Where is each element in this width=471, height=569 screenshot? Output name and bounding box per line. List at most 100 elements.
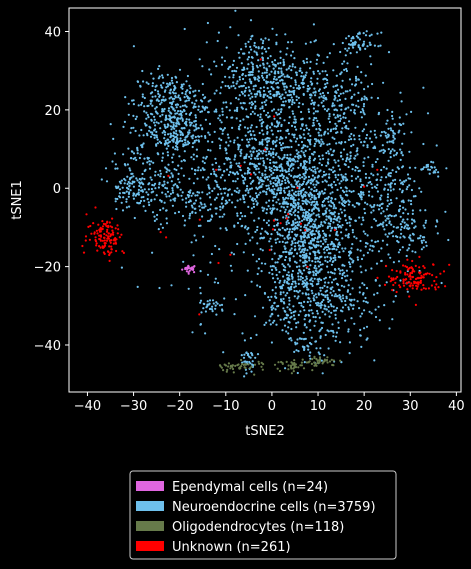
data-point bbox=[192, 106, 195, 109]
data-point bbox=[190, 204, 193, 207]
data-point bbox=[347, 138, 350, 141]
data-point bbox=[334, 116, 337, 119]
data-point bbox=[249, 45, 252, 49]
data-point bbox=[339, 217, 342, 220]
data-point bbox=[404, 265, 407, 268]
data-point bbox=[115, 249, 118, 253]
data-point bbox=[309, 191, 312, 194]
data-point bbox=[221, 132, 224, 135]
data-point bbox=[283, 302, 286, 305]
data-point bbox=[310, 309, 313, 312]
data-point bbox=[312, 183, 315, 186]
data-point bbox=[188, 84, 191, 87]
data-point bbox=[254, 105, 257, 108]
data-point bbox=[328, 259, 332, 262]
data-point bbox=[317, 207, 320, 210]
data-point bbox=[327, 152, 331, 155]
data-point bbox=[353, 205, 356, 208]
data-point bbox=[110, 245, 113, 248]
data-point bbox=[172, 123, 175, 127]
data-point bbox=[297, 211, 300, 214]
data-point bbox=[143, 105, 146, 108]
data-point bbox=[318, 134, 321, 137]
data-point bbox=[304, 247, 307, 250]
data-point bbox=[118, 192, 121, 195]
data-point bbox=[220, 138, 223, 142]
data-point bbox=[292, 200, 295, 203]
data-point bbox=[281, 226, 284, 230]
data-point bbox=[244, 194, 247, 197]
data-point bbox=[353, 298, 356, 301]
data-point bbox=[218, 114, 221, 117]
data-point bbox=[359, 111, 362, 114]
data-point bbox=[398, 284, 401, 287]
data-point bbox=[291, 269, 294, 273]
data-point bbox=[299, 229, 302, 232]
data-point bbox=[170, 121, 173, 124]
data-point bbox=[275, 33, 278, 37]
data-point bbox=[334, 313, 337, 316]
data-point bbox=[295, 349, 298, 352]
data-point bbox=[273, 168, 276, 171]
data-point bbox=[403, 226, 406, 230]
data-point bbox=[303, 239, 306, 242]
data-point bbox=[390, 223, 393, 226]
data-point bbox=[188, 129, 191, 132]
data-point bbox=[380, 194, 383, 197]
data-point bbox=[308, 161, 311, 164]
data-point bbox=[397, 131, 400, 134]
data-point bbox=[245, 360, 249, 363]
data-point bbox=[282, 189, 286, 192]
data-point bbox=[300, 71, 304, 74]
data-point bbox=[285, 186, 288, 189]
data-point bbox=[232, 253, 236, 256]
legend-label: Unknown (n=261) bbox=[172, 540, 291, 555]
data-point bbox=[330, 240, 333, 244]
data-point bbox=[276, 208, 279, 211]
data-point bbox=[198, 191, 201, 194]
data-point bbox=[127, 180, 130, 184]
data-point bbox=[279, 279, 282, 282]
data-point bbox=[328, 247, 331, 251]
data-point bbox=[361, 191, 364, 194]
data-point bbox=[349, 224, 352, 227]
data-point bbox=[169, 92, 172, 95]
data-point bbox=[305, 260, 308, 263]
data-point bbox=[155, 106, 158, 109]
data-point bbox=[262, 236, 266, 239]
data-point bbox=[206, 300, 209, 303]
data-point bbox=[329, 219, 333, 223]
data-point bbox=[385, 167, 388, 170]
x-tick-label: −10 bbox=[212, 399, 239, 414]
data-point bbox=[147, 157, 150, 160]
data-point bbox=[279, 318, 282, 321]
data-point bbox=[127, 102, 130, 105]
data-point bbox=[256, 78, 259, 81]
data-point bbox=[317, 209, 320, 212]
data-point bbox=[167, 107, 171, 110]
data-point bbox=[320, 268, 323, 271]
data-point bbox=[325, 218, 328, 221]
data-point bbox=[202, 206, 205, 209]
data-point bbox=[339, 114, 342, 117]
data-point bbox=[358, 134, 361, 137]
data-point bbox=[118, 188, 122, 191]
data-point bbox=[211, 163, 214, 166]
data-point bbox=[181, 110, 184, 113]
data-point bbox=[249, 337, 252, 340]
data-point bbox=[344, 214, 347, 217]
data-point bbox=[234, 180, 237, 183]
y-axis-label: tSNE1 bbox=[10, 180, 25, 220]
data-point bbox=[262, 190, 266, 193]
data-point bbox=[377, 111, 381, 114]
data-point bbox=[176, 117, 179, 120]
data-point bbox=[136, 179, 139, 182]
data-point bbox=[430, 284, 433, 287]
data-point bbox=[299, 245, 302, 248]
data-point bbox=[309, 264, 312, 267]
data-point bbox=[334, 90, 337, 93]
data-point bbox=[236, 80, 239, 83]
data-point bbox=[290, 364, 293, 367]
data-point bbox=[106, 237, 109, 240]
data-point bbox=[170, 112, 173, 115]
